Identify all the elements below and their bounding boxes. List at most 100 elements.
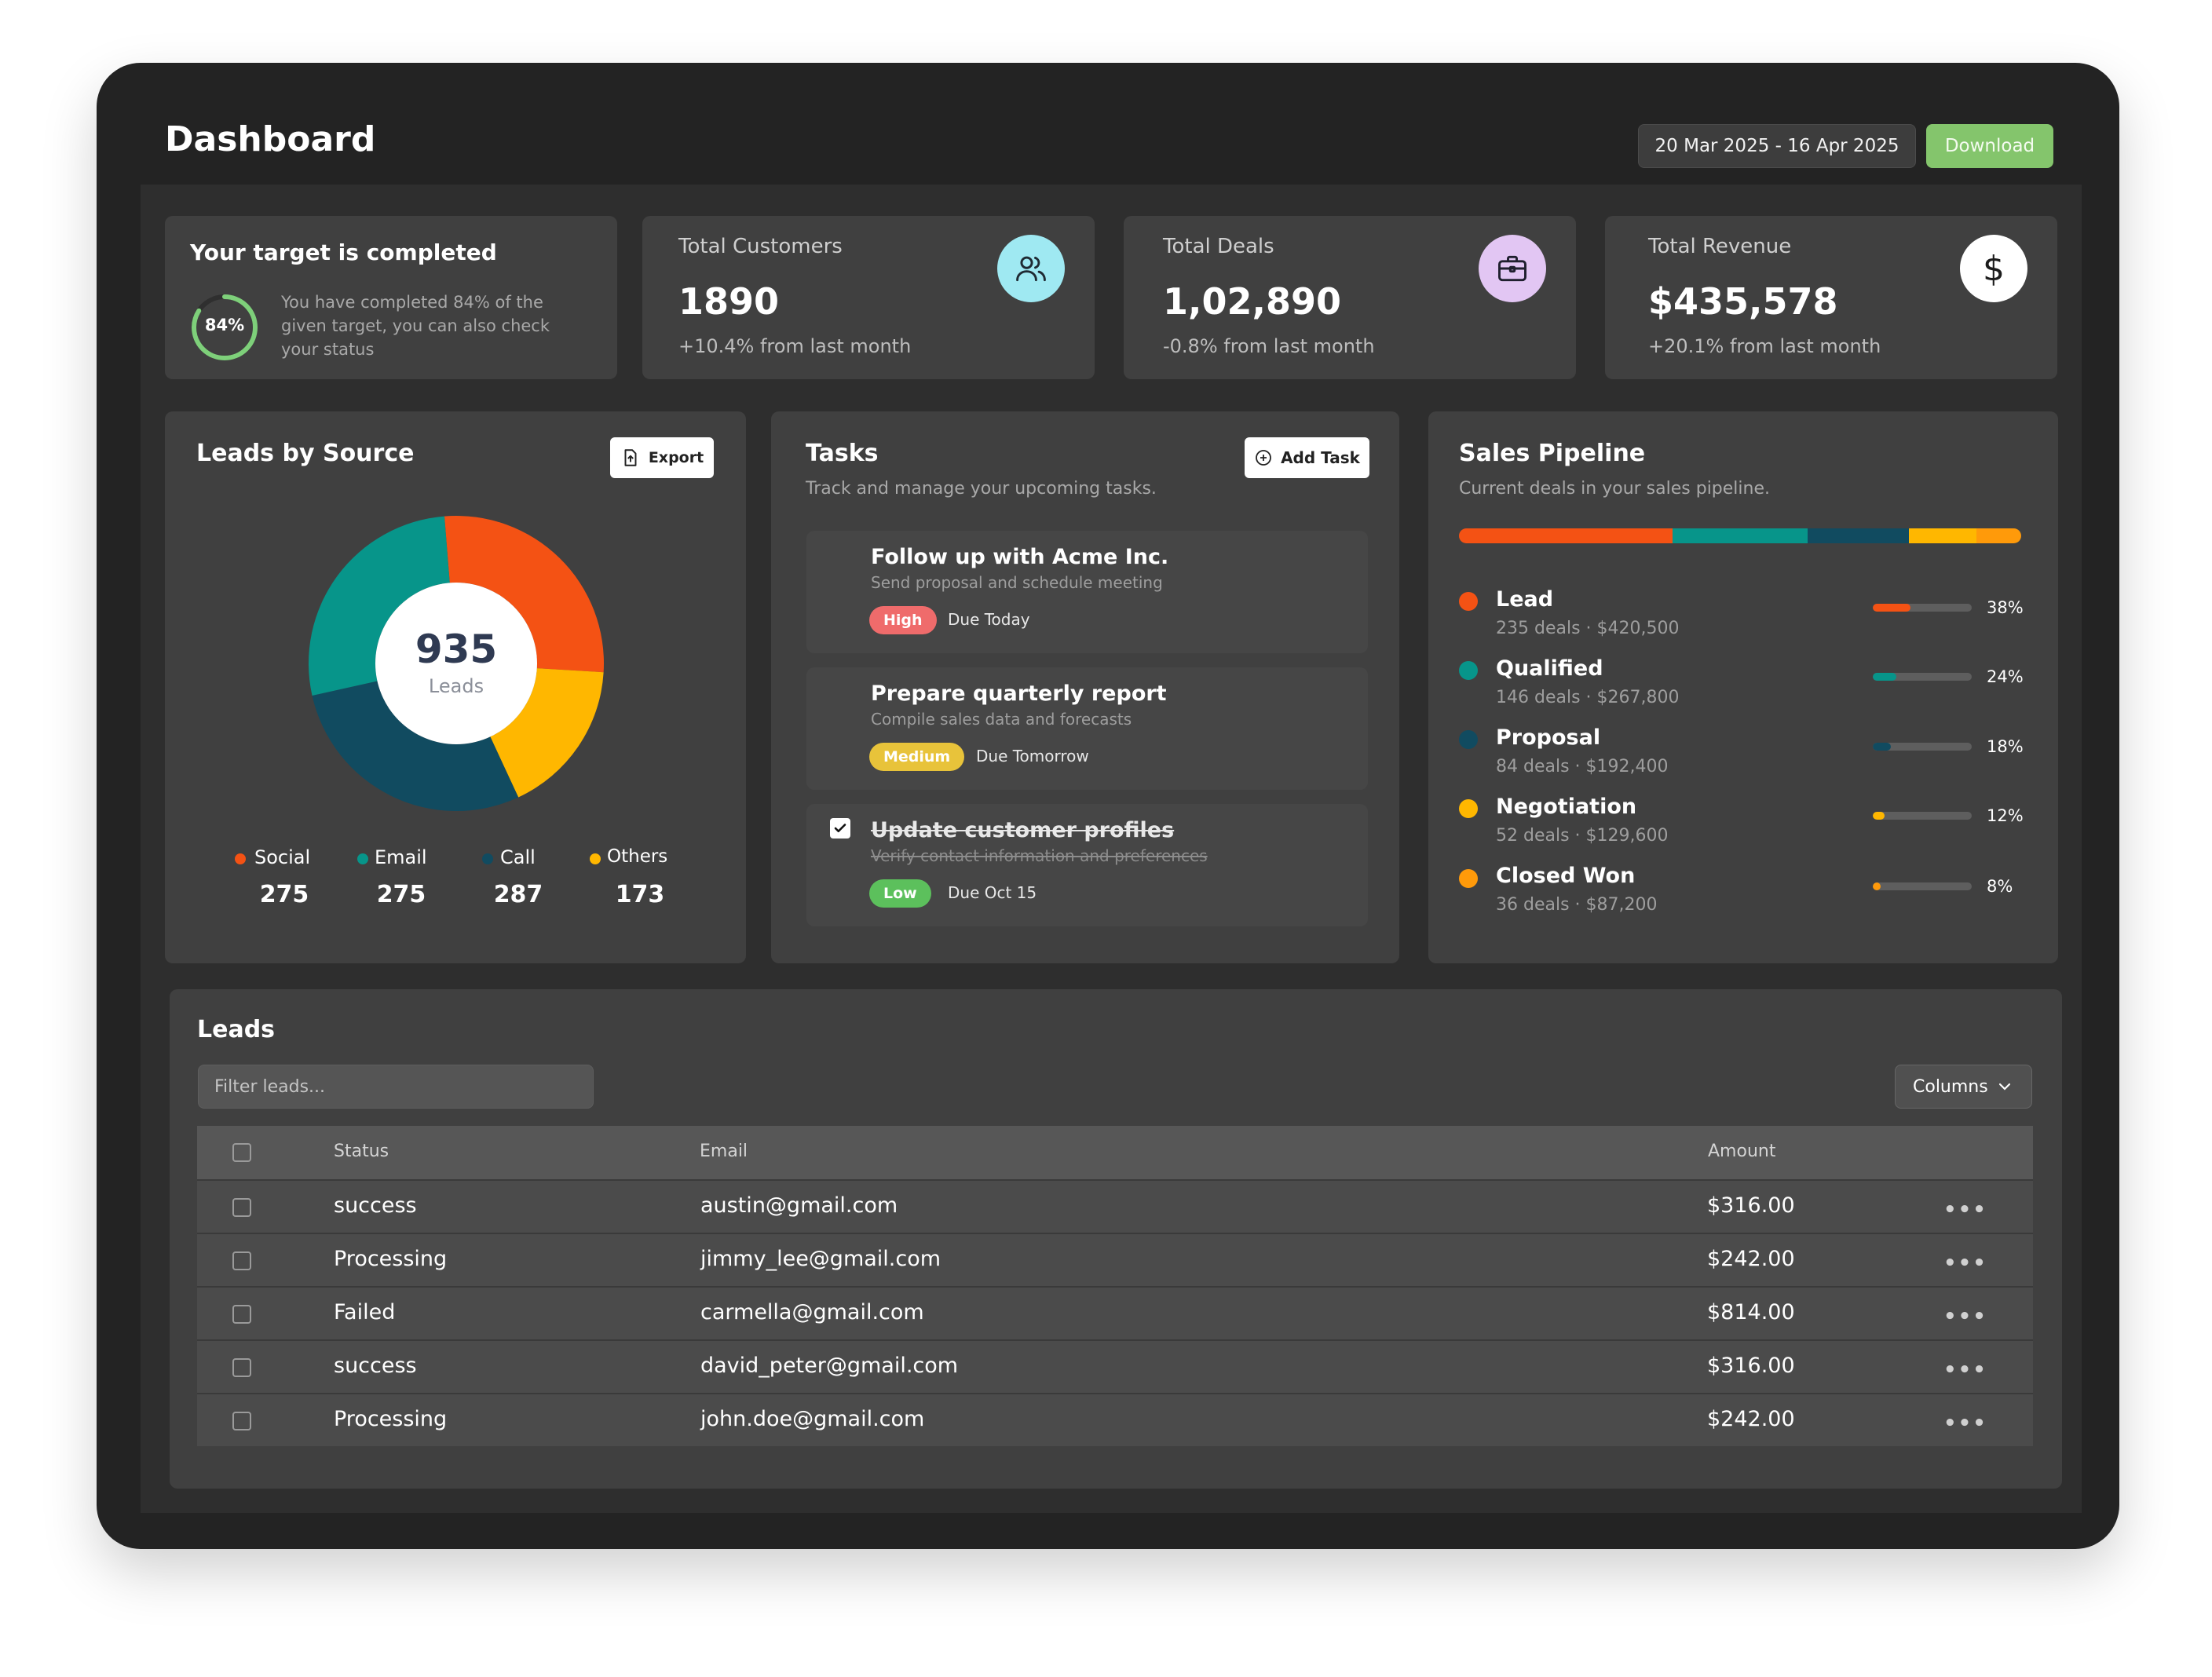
stage-percent: 8% xyxy=(1987,877,2013,896)
add-task-button[interactable]: Add Task xyxy=(1245,437,1369,478)
table-header: Status Email Amount xyxy=(197,1126,2033,1179)
stage-percent: 24% xyxy=(1987,667,2024,686)
donut-total: 935 xyxy=(415,627,498,672)
stage-progress-fill xyxy=(1873,743,1891,751)
stat-value: 1890 xyxy=(678,280,780,323)
row-amount: $316.00 xyxy=(1707,1354,1795,1378)
task-title: Prepare quarterly report xyxy=(871,681,1167,706)
leads-by-source-title: Leads by Source xyxy=(196,440,415,467)
users-icon xyxy=(997,235,1065,302)
stage-details: 36 deals · $87,200 xyxy=(1496,895,1658,915)
stat-title: Total Deals xyxy=(1163,235,1274,258)
stage-details: 84 deals · $192,400 xyxy=(1496,757,1669,776)
stage-progress xyxy=(1873,673,1972,681)
total-revenue-card: Total Revenue $435,578 +20.1% from last … xyxy=(1605,216,2057,379)
task-item[interactable]: Update customer profiles Verify contact … xyxy=(806,804,1368,926)
priority-badge: Low xyxy=(869,879,931,908)
stage-name: Closed Won xyxy=(1496,864,1636,888)
task-desc: Send proposal and schedule meeting xyxy=(871,573,1163,592)
total-customers-card: Total Customers 1890 +10.4% from last mo… xyxy=(642,216,1095,379)
stat-value: $435,578 xyxy=(1648,280,1838,323)
row-amount: $242.00 xyxy=(1707,1247,1795,1271)
task-item[interactable]: Follow up with Acme Inc. Send proposal a… xyxy=(806,531,1368,653)
row-actions-icon[interactable]: ••• xyxy=(1943,1251,1987,1275)
row-actions-icon[interactable]: ••• xyxy=(1943,1198,1987,1222)
chevron-down-icon xyxy=(1998,1083,2011,1091)
stage-progress xyxy=(1873,743,1972,751)
row-actions-icon[interactable]: ••• xyxy=(1943,1358,1987,1382)
row-email: john.doe@gmail.com xyxy=(700,1407,925,1431)
legend-label: Email xyxy=(375,846,427,868)
stage-name: Proposal xyxy=(1496,725,1601,750)
task-desc: Compile sales data and forecasts xyxy=(871,710,1132,729)
priority-badge: High xyxy=(869,606,937,634)
row-status: Processing xyxy=(334,1407,448,1431)
task-item[interactable]: Prepare quarterly report Compile sales d… xyxy=(806,667,1368,790)
stage-progress-fill xyxy=(1873,812,1885,820)
stage-percent: 38% xyxy=(1987,598,2024,617)
stage-name: Lead xyxy=(1496,587,1554,612)
table-row[interactable]: Processing jimmy_lee@gmail.com $242.00 •… xyxy=(197,1233,2033,1286)
stage-name: Negotiation xyxy=(1496,795,1637,819)
table-row[interactable]: Failed carmella@gmail.com $814.00 ••• xyxy=(197,1286,2033,1339)
row-email: austin@gmail.com xyxy=(700,1193,898,1218)
target-progress-ring xyxy=(192,294,258,360)
row-checkbox[interactable] xyxy=(232,1358,251,1377)
total-deals-card: Total Deals 1,02,890 -0.8% from last mon… xyxy=(1124,216,1576,379)
target-percent: 84% xyxy=(204,316,245,334)
donut-slice-email xyxy=(309,516,450,696)
stage-dot-negotiation xyxy=(1459,799,1478,818)
target-title: Your target is completed xyxy=(190,239,497,265)
stage-progress-fill xyxy=(1873,882,1881,890)
stage-name: Qualified xyxy=(1496,656,1603,681)
row-checkbox[interactable] xyxy=(232,1198,251,1217)
legend-label: Others xyxy=(607,846,668,867)
pipeline-segment-lead xyxy=(1459,528,1673,543)
row-amount: $316.00 xyxy=(1707,1193,1795,1218)
task-title: Follow up with Acme Inc. xyxy=(871,545,1169,569)
briefcase-icon xyxy=(1479,235,1546,302)
task-title: Update customer profiles xyxy=(871,818,1175,842)
row-email: david_peter@gmail.com xyxy=(700,1354,959,1378)
select-all-checkbox[interactable] xyxy=(232,1143,251,1162)
row-actions-icon[interactable]: ••• xyxy=(1943,1305,1987,1328)
download-button[interactable]: Download xyxy=(1926,124,2053,168)
email-column-header[interactable]: Email xyxy=(700,1142,748,1161)
row-amount: $242.00 xyxy=(1707,1407,1795,1431)
row-actions-icon[interactable]: ••• xyxy=(1943,1412,1987,1435)
sales-pipeline-card xyxy=(1428,411,2058,963)
amount-column-header[interactable]: Amount xyxy=(1708,1142,1776,1161)
leads-title: Leads xyxy=(197,1016,276,1043)
task-checkbox[interactable] xyxy=(830,818,850,838)
pipeline-subtitle: Current deals in your sales pipeline. xyxy=(1459,479,1770,499)
row-checkbox[interactable] xyxy=(232,1251,251,1270)
stage-details: 52 deals · $129,600 xyxy=(1496,826,1669,846)
stage-progress-fill xyxy=(1873,673,1897,681)
stage-dot-qualified xyxy=(1459,661,1478,680)
legend-label: Call xyxy=(500,846,536,868)
pipeline-title: Sales Pipeline xyxy=(1459,440,1646,467)
row-checkbox[interactable] xyxy=(232,1305,251,1324)
table-row[interactable]: success david_peter@gmail.com $316.00 ••… xyxy=(197,1339,2033,1393)
table-row[interactable]: Processing john.doe@gmail.com $242.00 ••… xyxy=(197,1393,2033,1446)
legend-label: Social xyxy=(254,846,311,868)
task-desc: Verify contact information and preferenc… xyxy=(871,846,1208,865)
row-checkbox[interactable] xyxy=(232,1412,251,1430)
donut-slice-social xyxy=(444,516,604,673)
stat-change: +10.4% from last month xyxy=(678,335,912,357)
stage-dot-closed-won xyxy=(1459,869,1478,888)
export-button[interactable]: Export xyxy=(610,437,714,478)
filter-leads-input[interactable] xyxy=(198,1065,594,1109)
stage-percent: 12% xyxy=(1987,806,2024,825)
status-column-header[interactable]: Status xyxy=(334,1142,389,1161)
stat-title: Total Customers xyxy=(678,235,843,258)
donut-total-label: Leads xyxy=(428,675,484,697)
table-row[interactable]: success austin@gmail.com $316.00 ••• xyxy=(197,1179,2033,1233)
row-status: Failed xyxy=(334,1300,396,1324)
date-range-picker[interactable]: 20 Mar 2025 - 16 Apr 2025 xyxy=(1638,124,1916,168)
legend-dot-call xyxy=(482,853,493,864)
legend-value: 173 xyxy=(615,881,665,908)
stage-progress-fill xyxy=(1873,604,1910,612)
columns-dropdown[interactable]: Columns xyxy=(1895,1065,2032,1109)
priority-badge: Medium xyxy=(869,743,965,771)
